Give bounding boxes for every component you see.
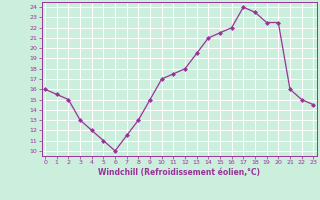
X-axis label: Windchill (Refroidissement éolien,°C): Windchill (Refroidissement éolien,°C)	[98, 168, 260, 177]
